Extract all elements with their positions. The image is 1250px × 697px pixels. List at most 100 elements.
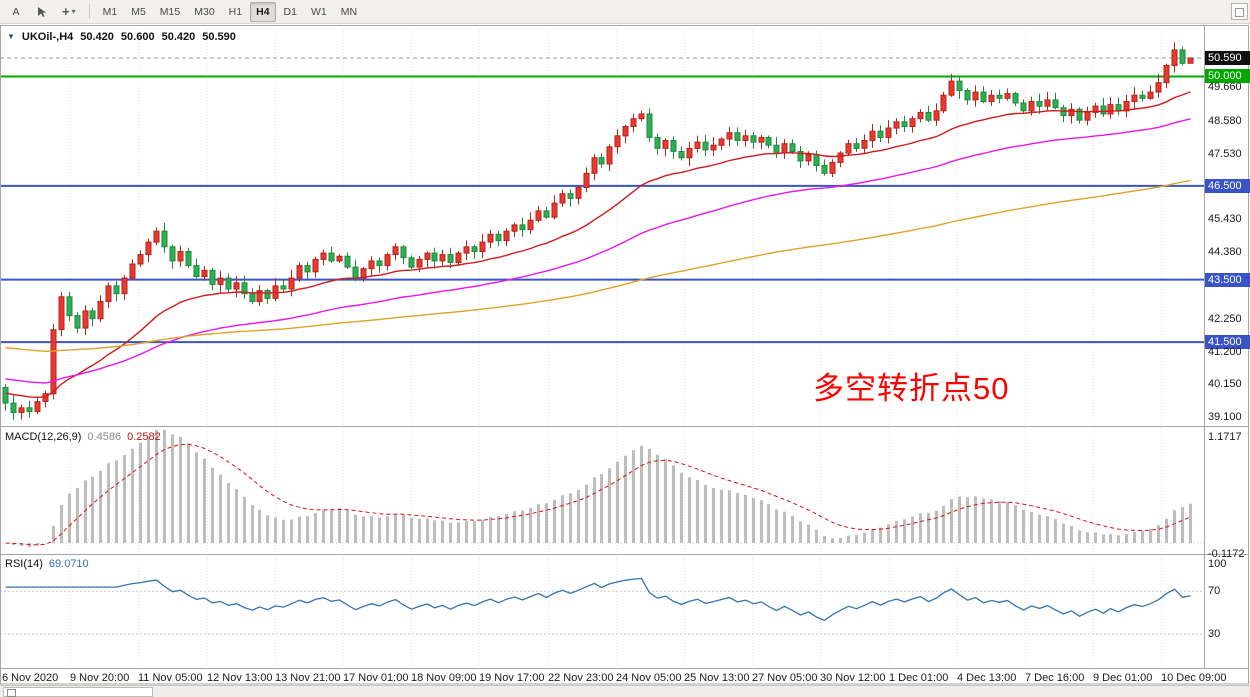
candle-body	[241, 282, 248, 295]
candle-body	[1131, 94, 1138, 102]
window-icon	[1235, 8, 1244, 17]
price-badge-41.500: 41.500	[1205, 335, 1250, 349]
text-tool-button[interactable]: A	[4, 2, 28, 22]
annotation-text: 多空转折点50	[813, 371, 1010, 406]
candle-body	[431, 252, 438, 262]
candle-body	[933, 110, 940, 121]
chevron-down-icon: ▾	[71, 7, 76, 16]
candle-body	[686, 147, 693, 159]
cursor-tool-button[interactable]	[30, 2, 54, 22]
candle-body	[153, 230, 160, 243]
macd-axis-label: -0.1172	[1208, 548, 1245, 560]
candle-body	[439, 254, 446, 262]
chart-tab-icon	[7, 689, 16, 697]
candle-body	[789, 143, 796, 152]
candle-body	[805, 154, 812, 162]
timeframe-m5-button[interactable]: M5	[125, 2, 152, 22]
time-axis-label: 11 Nov 05:00	[138, 672, 203, 684]
candle-body	[34, 401, 41, 413]
candles	[2, 42, 1194, 420]
chart-tab[interactable]	[3, 687, 153, 697]
candle-body	[503, 230, 510, 242]
time-axis-label: 24 Nov 05:00	[616, 672, 682, 684]
candle-body	[209, 269, 216, 285]
ma-line-fast	[5, 91, 1191, 399]
candle-body	[877, 130, 884, 138]
chart-header: ▼ UKOil-,H4 50.420 50.600 50.420 50.590	[7, 31, 236, 43]
toolbar-corner-button[interactable]	[1231, 3, 1248, 20]
line-studies-dropdown-button[interactable]: + ▾	[56, 2, 82, 22]
candle-body	[304, 265, 311, 273]
candle-body	[845, 143, 852, 154]
price-axis-label: 47.530	[1208, 148, 1242, 160]
candle-body	[249, 293, 256, 303]
candle-body	[956, 80, 963, 91]
candle-body	[1012, 93, 1019, 104]
candle-body	[614, 135, 621, 148]
candle-body	[447, 254, 454, 263]
candle-body	[670, 140, 677, 152]
time-axis-label: 10 Dec 09:00	[1161, 672, 1227, 684]
timeframe-h1-button[interactable]: H1	[223, 2, 248, 22]
macd-signal-line	[5, 443, 1191, 546]
candle-body	[177, 251, 184, 262]
chart-window-border	[0, 25, 1249, 685]
time-axis-label: 4 Dec 13:00	[957, 672, 1017, 684]
timeframe-m15-button[interactable]: M15	[154, 2, 186, 22]
time-axis-label: 7 Dec 16:00	[1025, 672, 1085, 684]
timeframe-h4-button[interactable]: H4	[250, 1, 276, 22]
candle-body	[400, 246, 407, 259]
candle-body	[10, 402, 17, 414]
candle-body	[1155, 82, 1162, 93]
candle-body	[519, 224, 526, 231]
candle-body	[901, 121, 908, 128]
macd-main-value: 0.4586	[87, 431, 122, 443]
price-badge-50.000: 50.000	[1205, 69, 1250, 83]
one-click-trading-arrow-icon[interactable]: ▼	[7, 32, 15, 41]
candle-body	[1100, 105, 1107, 115]
timeframe-m30-button[interactable]: M30	[188, 2, 220, 22]
price-axis-label: 44.380	[1208, 246, 1242, 258]
time-axis-label: 9 Dec 01:00	[1093, 672, 1153, 684]
candle-body	[1052, 99, 1059, 109]
candle-body	[1004, 93, 1011, 99]
candle-body	[105, 285, 112, 302]
candle-body	[1068, 108, 1075, 117]
candle-body	[233, 282, 240, 290]
timeframe-w1-button[interactable]: W1	[305, 2, 333, 22]
candle-body	[1044, 99, 1051, 107]
candle-body	[193, 265, 200, 278]
candle-body	[718, 138, 725, 146]
macd-panel-label: MACD(12,26,9) 0.4586 0.2582	[5, 431, 161, 443]
timeframe-mn-button[interactable]: MN	[335, 2, 363, 22]
candle-body	[742, 135, 749, 142]
ma-line-slow	[5, 179, 1191, 353]
close-value: 50.590	[202, 31, 236, 43]
candle-body	[750, 135, 757, 143]
candle-body	[1187, 57, 1194, 64]
candle-body	[1171, 49, 1178, 67]
cursor-icon	[38, 6, 46, 17]
macd-axis-label: 1.1717	[1208, 431, 1242, 443]
moving-averages	[5, 91, 1191, 399]
candle-body	[980, 91, 987, 102]
candle-body	[82, 310, 89, 329]
time-axis-label: 25 Nov 13:00	[684, 672, 750, 684]
candle-body	[217, 277, 224, 285]
candle-body	[487, 233, 494, 243]
candle-body	[201, 269, 208, 278]
candle-body	[97, 301, 104, 320]
candle-body	[1107, 104, 1114, 115]
open-value: 50.420	[80, 31, 114, 43]
candle-body	[765, 136, 772, 146]
candle-body	[988, 94, 995, 102]
candle-body	[1163, 65, 1170, 84]
candle-body	[964, 90, 971, 101]
candle-body	[797, 151, 804, 162]
macd-histogram	[12, 429, 1192, 548]
timeframe-m1-button[interactable]: M1	[97, 2, 124, 22]
timeframe-d1-button[interactable]: D1	[278, 2, 303, 22]
candle-body	[1084, 111, 1091, 121]
